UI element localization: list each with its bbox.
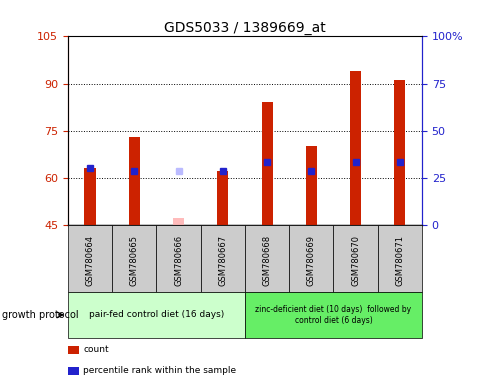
Bar [305, 146, 316, 225]
Text: GSM780664: GSM780664 [85, 235, 94, 286]
Bar [128, 137, 139, 225]
Text: GSM780671: GSM780671 [394, 235, 404, 286]
Bar [261, 103, 272, 225]
Bar [84, 168, 95, 225]
Text: GSM780667: GSM780667 [218, 235, 227, 286]
Text: pair-fed control diet (16 days): pair-fed control diet (16 days) [89, 310, 224, 319]
Text: GSM780666: GSM780666 [174, 235, 182, 286]
Text: GSM780669: GSM780669 [306, 235, 315, 286]
Bar [393, 80, 405, 225]
Bar [173, 218, 184, 225]
Bar [217, 171, 228, 225]
Text: GSM780665: GSM780665 [130, 235, 138, 286]
Text: count: count [83, 345, 109, 354]
Bar [349, 71, 361, 225]
Text: growth protocol: growth protocol [2, 310, 79, 320]
Text: zinc-deficient diet (10 days)  followed by
control diet (6 days): zinc-deficient diet (10 days) followed b… [255, 305, 410, 324]
Title: GDS5033 / 1389669_at: GDS5033 / 1389669_at [164, 22, 325, 35]
Text: percentile rank within the sample: percentile rank within the sample [83, 366, 236, 376]
Text: GSM780668: GSM780668 [262, 235, 271, 286]
Text: GSM780670: GSM780670 [350, 235, 359, 286]
